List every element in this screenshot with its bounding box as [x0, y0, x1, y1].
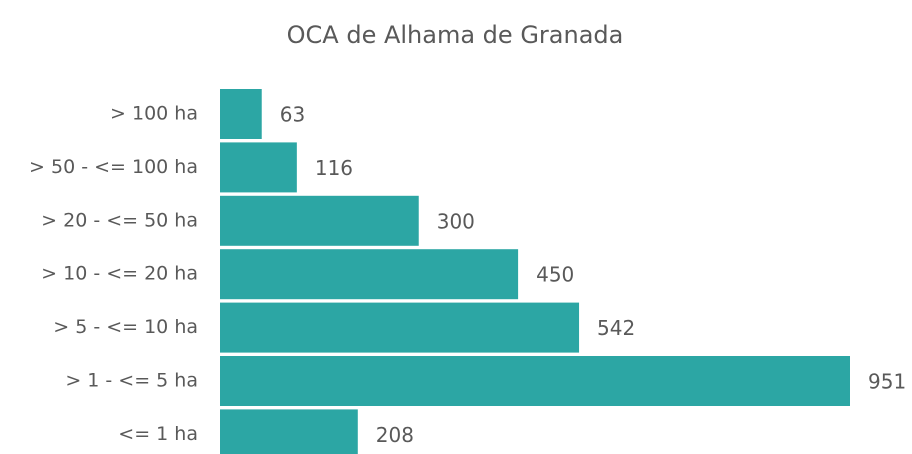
category-label: > 1 - <= 5 ha	[65, 370, 198, 392]
category-label: > 20 - <= 50 ha	[41, 209, 198, 231]
data-label: 208	[376, 423, 414, 447]
data-label: 450	[536, 263, 574, 287]
bar	[220, 356, 850, 406]
data-label: 542	[597, 316, 635, 340]
category-label: <= 1 ha	[118, 423, 198, 445]
bar	[220, 409, 358, 454]
data-label: 63	[280, 103, 305, 127]
bar	[220, 142, 297, 193]
category-label: > 5 - <= 10 ha	[53, 316, 198, 338]
data-label: 300	[437, 209, 475, 233]
data-label: 116	[315, 156, 353, 180]
bar	[220, 89, 262, 139]
bar	[220, 249, 519, 300]
category-label: > 10 - <= 20 ha	[41, 263, 198, 285]
data-label: 951	[868, 370, 906, 394]
category-label: > 100 ha	[110, 103, 198, 125]
category-label: > 50 - <= 100 ha	[29, 156, 198, 178]
bar	[220, 302, 580, 353]
bar	[220, 195, 419, 246]
chart-title: OCA de Alhama de Granada	[287, 21, 624, 49]
